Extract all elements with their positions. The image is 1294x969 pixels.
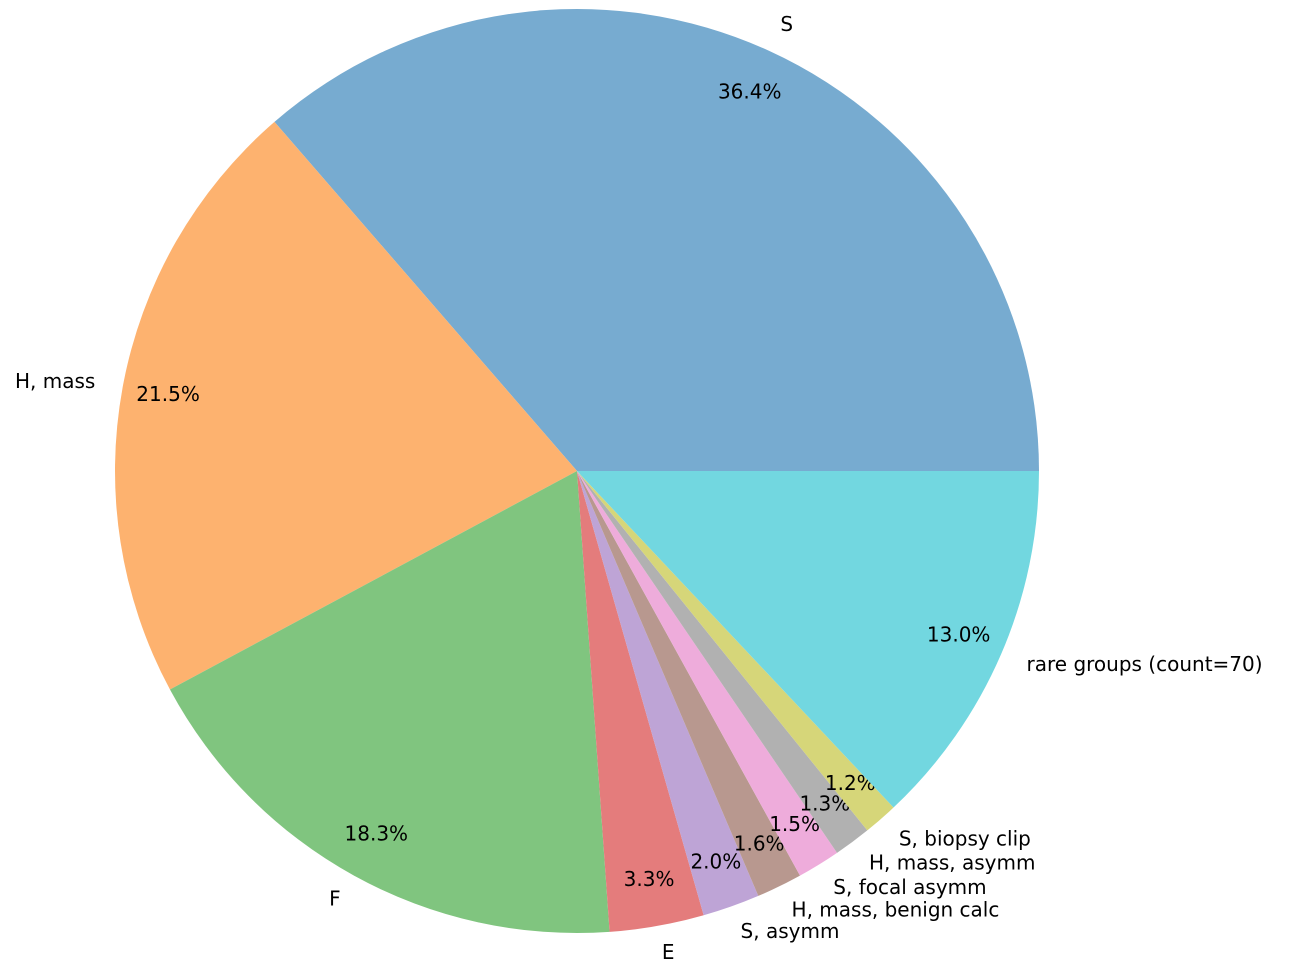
percent-label: 36.4% [718,79,782,103]
slice-label: E [662,940,675,964]
slice-label: S [780,12,793,36]
slice-label: rare groups (count=70) [1027,652,1263,676]
slice-label: S, asymm [741,919,840,943]
slice-label: F [329,886,341,910]
pie-slice [577,471,759,916]
pie-slice [577,471,868,853]
percent-label: 3.3% [624,867,675,891]
pie-slice [577,471,1039,808]
pie-slice [274,9,1039,472]
slice-label: S, biopsy clip [899,827,1031,851]
percent-label: 1.6% [734,831,785,855]
slice-label: S, focal asymm [833,875,986,899]
percent-label: 21.5% [136,382,200,406]
pie-slice [169,471,610,933]
percent-label: 13.0% [927,622,991,646]
slice-label: H, mass, asymm [869,851,1036,875]
percent-label: 1.5% [769,812,820,836]
pie-slice [577,471,894,831]
pie-slice [577,471,801,896]
pie-slice [577,471,838,876]
percent-label: 18.3% [345,822,409,846]
slice-label: H, mass [15,369,95,393]
pie-slice [115,121,578,690]
pie-slice [577,471,704,932]
slice-label: H, mass, benign calc [792,898,1000,922]
percent-label: 2.0% [690,849,741,873]
